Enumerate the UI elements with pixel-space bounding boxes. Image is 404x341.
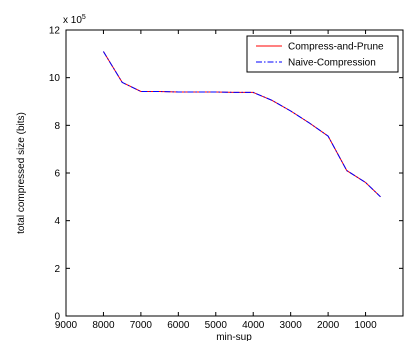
series-line-naive-compression [102,51,381,198]
y-axis-label: total compressed size (bits) [16,112,27,234]
y-tick-label: 2 [54,264,60,275]
y-tick-label: 8 [54,121,60,132]
axis-ticks: 9000 8000 7000 6000 5000 4000 3000 2000 1000 0 2 4 6… [49,26,403,331]
x-tick-label: 3000 [280,320,303,331]
y-tick-label: 12 [49,26,61,37]
legend-label-compress-and-prune: Compress-and-Prune [288,42,384,53]
x-tick-label: 6000 [167,320,190,331]
x-tick-label: 8000 [92,320,115,331]
legend: Compress-and-Prune Naive-Compression [246,35,399,73]
x-tick-label: 5000 [205,320,228,331]
legend-box [246,35,399,73]
x-tick-label: 9000 [55,320,78,331]
y-tick-label: 10 [49,73,61,84]
y-tick-label: 6 [54,169,60,180]
x-tick-label: 7000 [130,320,153,331]
x-tick-label: 2000 [317,320,340,331]
x-axis-label: min-sup [216,332,252,341]
y-multiplier-exponent: 5 [82,14,86,21]
y-multiplier-label: x 105 [63,14,86,26]
legend-label-naive-compression: Naive-Compression [288,58,376,69]
y-tick-label: 4 [54,216,60,227]
y-tick-label: 0 [54,312,60,323]
y-multiplier-base: x 10 [63,15,82,26]
plot-area [65,29,404,317]
series-layer [102,51,381,198]
x-tick-label: 4000 [242,320,265,331]
x-tick-label: 1000 [354,320,377,331]
